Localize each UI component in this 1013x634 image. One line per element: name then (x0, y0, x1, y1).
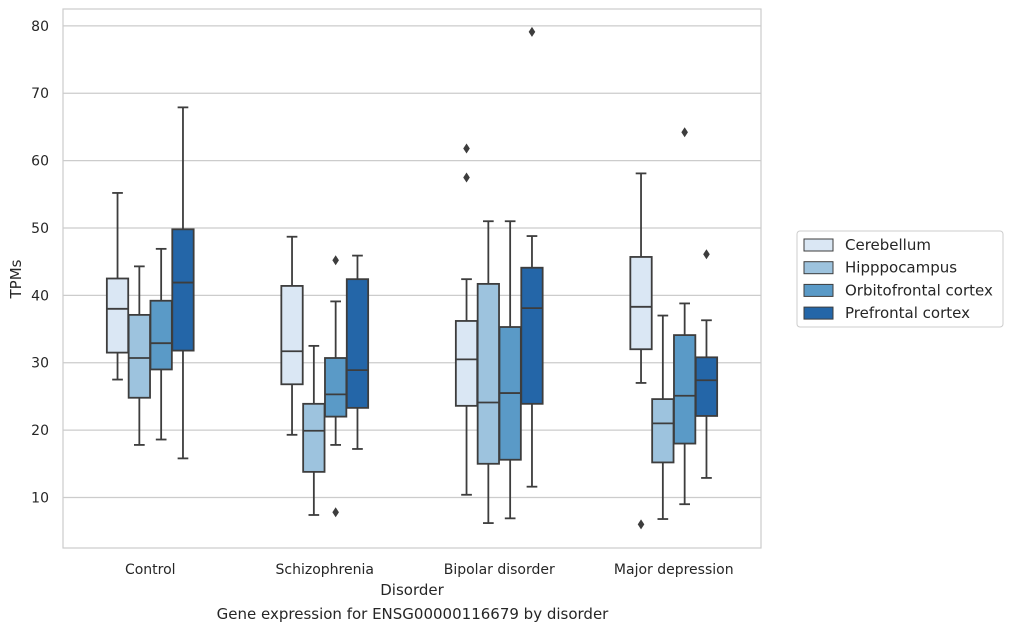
iqr-box (127, 313, 151, 399)
legend-label: Hipppocampus (845, 259, 957, 277)
box-plot (127, 265, 151, 446)
iqr-box (149, 299, 173, 371)
y-tick-label: 80 (31, 19, 49, 35)
iqr-box (105, 277, 130, 354)
iqr-box (629, 256, 653, 351)
legend-swatch (803, 261, 834, 275)
iqr-box (171, 228, 195, 352)
legend-swatch (803, 238, 834, 252)
x-tick-label: Control (125, 562, 176, 578)
iqr-box (651, 398, 675, 464)
box-plot (454, 143, 479, 496)
plot-frame (62, 8, 762, 549)
box-plot (476, 220, 500, 524)
iqr-box (476, 282, 500, 465)
box-plot (498, 220, 522, 520)
iqr-box (302, 402, 326, 473)
outlier-point (463, 143, 470, 154)
outlier-point (332, 507, 339, 518)
box-plot (520, 26, 544, 488)
y-tick-label: 20 (31, 423, 49, 439)
legend-label: Orbitofrontal cortex (845, 281, 993, 299)
y-tick-label: 30 (31, 356, 49, 372)
box-plot (302, 344, 326, 516)
x-tick-label: Major depression (614, 562, 734, 578)
box-plot (324, 255, 348, 518)
x-tick-label: Bipolar disorder (444, 562, 555, 578)
y-tick-label: 60 (31, 154, 49, 170)
y-axis-label: TPMs (7, 259, 25, 299)
legend-swatch (803, 306, 834, 320)
outlier-point (681, 127, 688, 138)
box-plot (171, 106, 195, 460)
iqr-box (280, 285, 304, 386)
y-tick-label: 40 (31, 288, 49, 304)
box-plot (694, 249, 719, 479)
box-plot (105, 192, 130, 381)
y-tick-label: 10 (31, 490, 49, 506)
x-tick-label: Schizophrenia (276, 562, 374, 578)
outlier-point (528, 26, 536, 37)
legend-label: Cerebellum (845, 236, 931, 254)
iqr-box (454, 320, 479, 407)
box-plot (280, 235, 304, 436)
y-tick-label: 50 (31, 221, 49, 237)
box-plot (673, 127, 697, 506)
box-plots (105, 26, 719, 530)
iqr-box (324, 357, 348, 418)
iqr-box (673, 334, 697, 445)
box-plot (629, 172, 653, 530)
x-tick-labels: Control Schizophrenia Bipolar disorder Majo… (125, 562, 734, 578)
box-plot (345, 254, 370, 450)
chart: 10 20 30 40 50 60 70 80 Control Schizophrenia Bip… (7, 8, 1004, 599)
x-axis-label: Disorder (380, 581, 444, 599)
iqr-box (345, 278, 370, 409)
legend: Cerebellum Hipppocampus Orbitofrontal cort… (796, 230, 1004, 328)
outlier-point (703, 249, 710, 260)
outlier-point (463, 172, 470, 183)
y-tick-label: 70 (31, 86, 49, 102)
y-tick-labels: 10 20 30 40 50 60 70 80 (31, 19, 49, 507)
box-plot (149, 247, 173, 441)
legend-label: Prefrontal cortex (845, 304, 970, 322)
chart-caption: Gene expression for ENSG00000116679 by d… (216, 605, 609, 623)
legend-swatch (803, 283, 834, 297)
legend-frame (796, 230, 1004, 328)
iqr-box (520, 266, 544, 405)
iqr-box (694, 356, 719, 417)
outlier-point (332, 255, 339, 266)
outlier-point (637, 519, 645, 530)
box-plot (651, 314, 675, 520)
